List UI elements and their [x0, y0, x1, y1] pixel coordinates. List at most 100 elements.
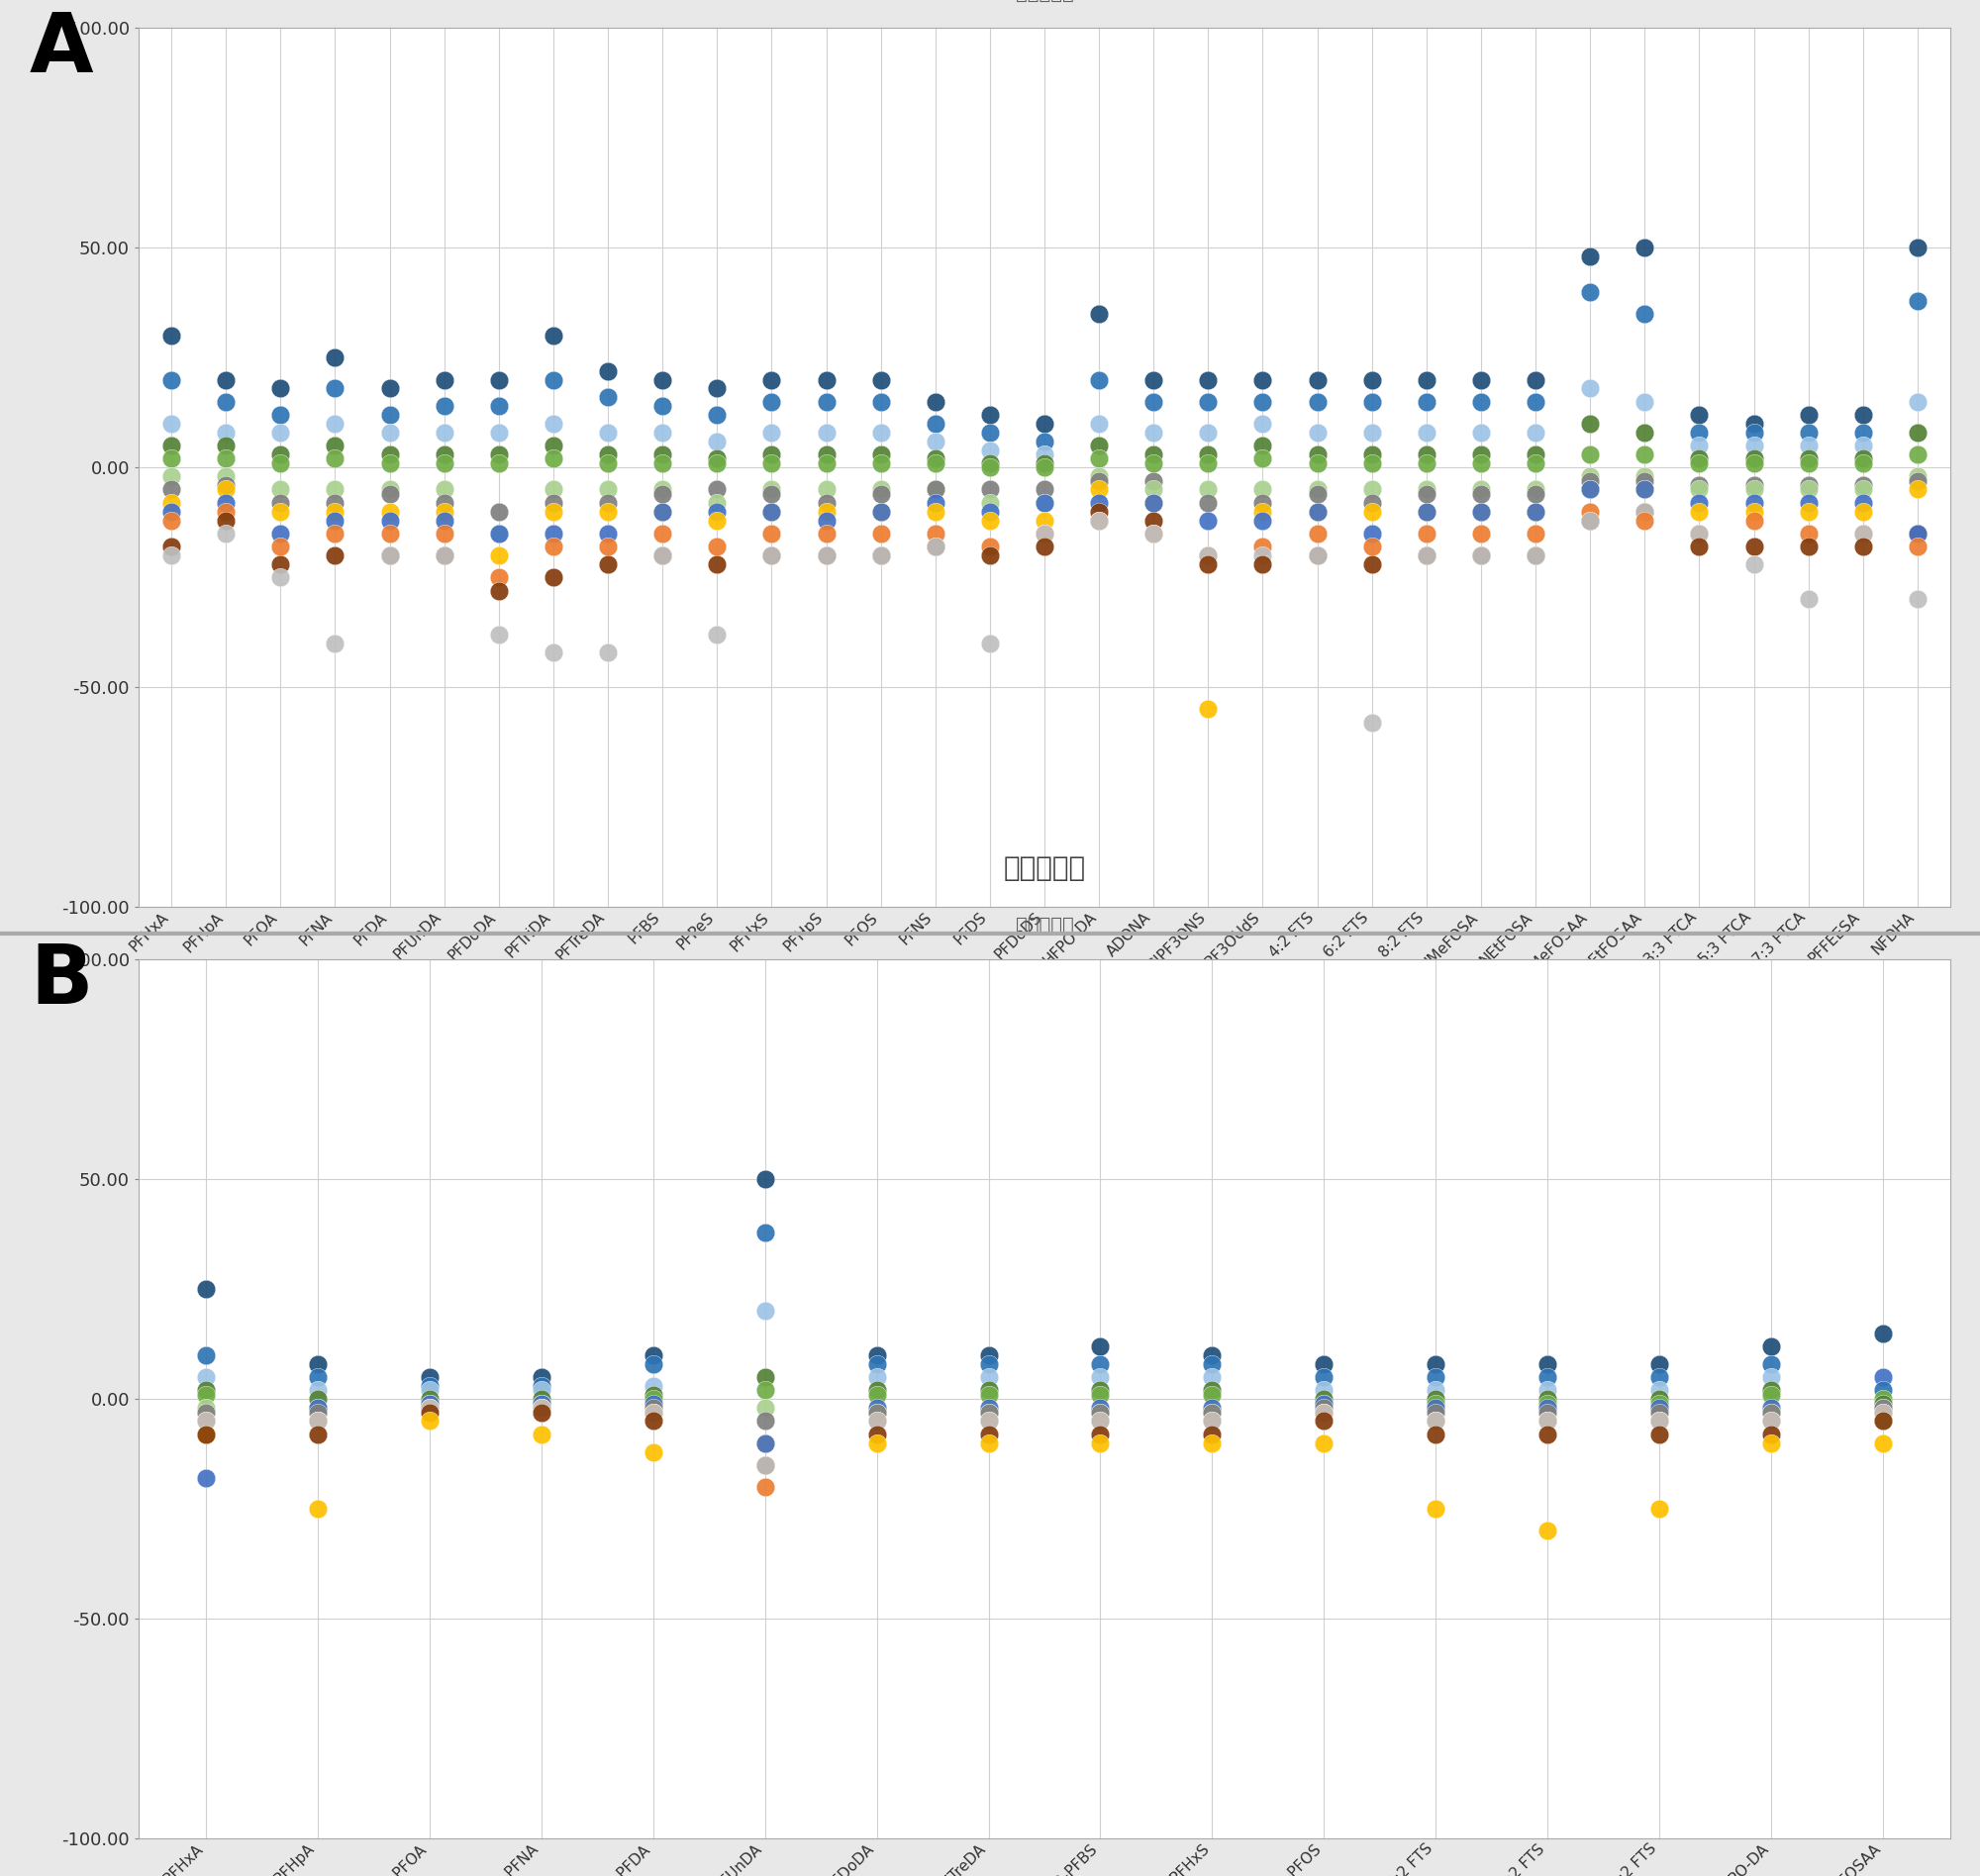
- Point: [190, 1379, 222, 1409]
- Point: [301, 1405, 333, 1435]
- Point: [1574, 373, 1606, 403]
- Point: [1356, 386, 1388, 416]
- Point: [974, 497, 1006, 527]
- Point: [919, 531, 950, 561]
- Point: [919, 488, 950, 518]
- Point: [1465, 439, 1497, 469]
- Point: [156, 431, 188, 461]
- Point: [1356, 497, 1388, 527]
- Point: [1196, 1349, 1228, 1379]
- Point: [525, 1388, 556, 1418]
- Point: [1309, 1375, 1340, 1405]
- Point: [1847, 448, 1879, 478]
- Point: [210, 488, 242, 518]
- Point: [1574, 475, 1606, 505]
- Point: [537, 638, 568, 668]
- Point: [1630, 461, 1661, 492]
- Point: [1138, 475, 1170, 505]
- Point: [1410, 364, 1441, 394]
- Point: [190, 1420, 222, 1450]
- Point: [748, 1450, 780, 1480]
- Point: [748, 1375, 780, 1405]
- Point: [1196, 1392, 1228, 1422]
- Point: [1901, 518, 1932, 548]
- Point: [861, 1392, 893, 1422]
- Point: [810, 497, 842, 527]
- Point: [1410, 478, 1441, 508]
- Point: [865, 475, 897, 505]
- Point: [1738, 445, 1770, 475]
- Point: [537, 497, 568, 527]
- Point: [301, 1384, 333, 1415]
- Point: [865, 540, 897, 570]
- Point: [972, 1398, 1004, 1428]
- Point: [1420, 1362, 1451, 1392]
- Point: [701, 619, 733, 649]
- Point: [1356, 439, 1388, 469]
- Point: [1738, 448, 1770, 478]
- Point: [1083, 364, 1115, 394]
- Point: [647, 475, 679, 505]
- Point: [190, 1362, 222, 1392]
- Point: [972, 1379, 1004, 1409]
- Point: [414, 1392, 446, 1422]
- Point: [210, 431, 242, 461]
- Point: [756, 448, 788, 478]
- Point: [301, 1362, 333, 1392]
- Point: [1309, 1428, 1340, 1458]
- Point: [1901, 531, 1932, 561]
- Point: [1420, 1384, 1451, 1415]
- Point: [319, 475, 350, 505]
- Point: [1683, 518, 1715, 548]
- Point: [1138, 439, 1170, 469]
- Point: [1847, 475, 1879, 505]
- Point: [861, 1339, 893, 1369]
- Point: [374, 373, 406, 403]
- Point: [1030, 488, 1061, 518]
- Point: [301, 1392, 333, 1422]
- Point: [483, 576, 515, 606]
- Point: [525, 1398, 556, 1428]
- Point: [972, 1428, 1004, 1458]
- Point: [1085, 1375, 1117, 1405]
- Point: [1792, 518, 1824, 548]
- Point: [1683, 488, 1715, 518]
- Point: [1083, 431, 1115, 461]
- Point: [1247, 475, 1279, 505]
- Point: [647, 540, 679, 570]
- Point: [1867, 1375, 1899, 1405]
- Point: [1356, 518, 1388, 548]
- Point: [428, 475, 459, 505]
- Point: [1356, 707, 1388, 737]
- Point: [1738, 531, 1770, 561]
- Point: [701, 488, 733, 518]
- Point: [974, 416, 1006, 446]
- Point: [1465, 497, 1497, 527]
- Point: [1847, 518, 1879, 548]
- Point: [265, 563, 297, 593]
- Point: [748, 1362, 780, 1392]
- Point: [210, 475, 242, 505]
- Point: [301, 1420, 333, 1450]
- Point: [974, 448, 1006, 478]
- Point: [265, 531, 297, 561]
- Point: [210, 471, 242, 501]
- Point: [1756, 1332, 1788, 1362]
- Point: [156, 321, 188, 351]
- Point: [1847, 488, 1879, 518]
- Point: [1309, 1349, 1340, 1379]
- Point: [865, 540, 897, 570]
- Point: [1247, 364, 1279, 394]
- Point: [919, 448, 950, 478]
- Point: [1138, 386, 1170, 416]
- Point: [756, 386, 788, 416]
- Point: [525, 1392, 556, 1422]
- Point: [537, 563, 568, 593]
- Point: [428, 390, 459, 420]
- Point: [1138, 518, 1170, 548]
- Point: [1792, 497, 1824, 527]
- Point: [265, 439, 297, 469]
- Point: [1420, 1405, 1451, 1435]
- Point: [1756, 1398, 1788, 1428]
- Point: [301, 1405, 333, 1435]
